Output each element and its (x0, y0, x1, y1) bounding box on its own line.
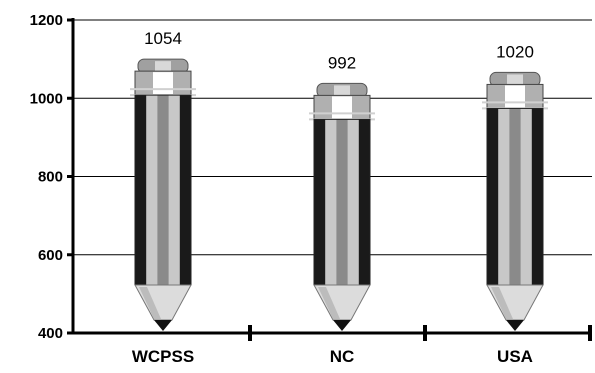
bar-wcpss (130, 58, 196, 331)
pencil-tip (506, 320, 524, 331)
data-label: 992 (328, 53, 356, 72)
y-tick-labels: 400 600 800 1000 1200 (30, 12, 63, 342)
pencil-body-stripe (325, 119, 337, 285)
pencil-eraser-highlight (155, 61, 171, 72)
pencil-body-stripe (135, 95, 147, 285)
pencil-body-stripe (146, 95, 158, 285)
pencil-ferrule-shine (505, 85, 525, 108)
axes (67, 18, 592, 341)
pencil-wood-shade (318, 287, 340, 319)
pencil-eraser-highlight (334, 85, 350, 96)
pencil-body-stripe (168, 95, 181, 285)
pencil-body-stripe (314, 119, 326, 285)
pencil-body-stripe (509, 108, 522, 285)
pencil-ferrule-shine (332, 96, 352, 119)
y-tick-label: 600 (38, 247, 63, 264)
data-label: 1020 (496, 42, 534, 61)
pencil-body-stripe (531, 108, 544, 285)
x-tick-labels: WCPSS NC USA (132, 347, 533, 366)
data-labels: 1054 992 1020 (144, 29, 534, 72)
y-tick-label: 1000 (30, 90, 63, 107)
pencil-body-stripe (336, 119, 349, 285)
pencil-wood-shade (139, 287, 161, 319)
data-label: 1054 (144, 29, 182, 48)
pencil-tip (154, 320, 172, 331)
pencil-body-stripe (520, 108, 533, 285)
pencil-tip (333, 320, 351, 331)
pencil-body-stripe (157, 95, 170, 285)
bar-usa (482, 71, 548, 331)
pencil-body-stripe (487, 108, 499, 285)
pencil-body-stripe (179, 95, 192, 285)
x-tick-label: USA (497, 347, 533, 366)
x-tick-label: NC (330, 347, 355, 366)
y-tick-label: 400 (38, 325, 63, 342)
pencil-eraser-highlight (507, 74, 523, 85)
pencil-wood-shade (491, 287, 513, 319)
bar-nc (309, 82, 375, 331)
pencil-ferrule-shine (153, 72, 173, 95)
pencil-body-stripe (347, 119, 360, 285)
pencil-body-stripe (498, 108, 510, 285)
y-tick-label: 800 (38, 169, 63, 186)
y-tick-label: 1200 (30, 12, 63, 29)
pencil-body-stripe (358, 119, 371, 285)
bars (130, 58, 548, 331)
x-tick-label: WCPSS (132, 347, 194, 366)
